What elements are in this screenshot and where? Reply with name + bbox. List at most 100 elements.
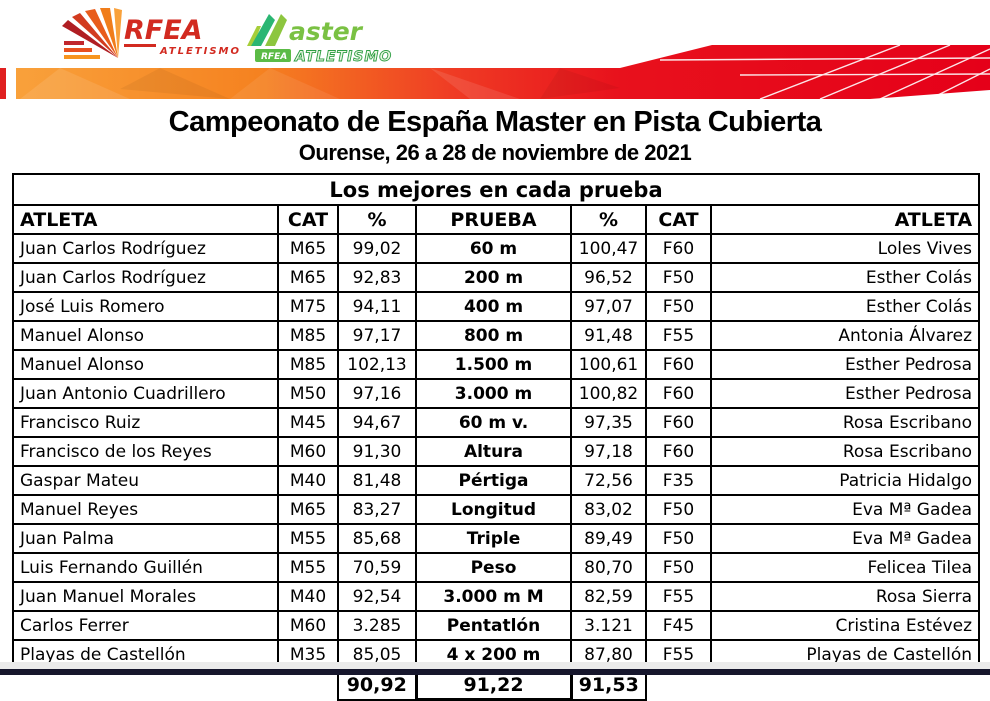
cell-cat-right: F35 — [645, 465, 712, 496]
cell-event: 60 m — [415, 233, 572, 264]
col-header-atleta-right: ATLETA — [709, 204, 981, 235]
col-header-cat-right: CAT — [645, 204, 712, 235]
cell-pct-left: 97,16 — [337, 378, 417, 409]
table-row: Manuel Alonso M85 97,17 800 m 91,48 F55 … — [12, 320, 981, 351]
cell-pct-left: 97,17 — [337, 320, 417, 351]
banner-stripe — [0, 44, 990, 100]
cell-cat-left: M55 — [277, 523, 339, 554]
table-row: Manuel Alonso M85 102,13 1.500 m 100,61 … — [12, 349, 981, 380]
cell-pct-right: 97,18 — [570, 436, 647, 467]
cell-pct-right: 100,82 — [570, 378, 647, 409]
cell-pct-right: 100,61 — [570, 349, 647, 380]
cell-pct-right: 97,07 — [570, 291, 647, 322]
table-row: Francisco Ruiz M45 94,67 60 m v. 97,35 F… — [12, 407, 981, 438]
col-header-atleta-left: ATLETA — [12, 204, 279, 235]
cell-pct-left: 83,27 — [337, 494, 417, 525]
cell-pct-left: 102,13 — [337, 349, 417, 380]
cell-athlete-right: Antonia Álvarez — [709, 320, 981, 351]
table-caption-row: Los mejores en cada prueba — [11, 173, 981, 206]
table-row: José Luis Romero M75 94,11 400 m 97,07 F… — [12, 291, 981, 322]
master-logo-subtext: ATLETISMO — [294, 49, 392, 65]
cell-cat-left: M40 — [277, 581, 339, 612]
master-logo-text: aster — [289, 17, 364, 46]
master-badge-text: RFEA — [261, 52, 287, 62]
cell-athlete-right: Esther Pedrosa — [709, 349, 981, 380]
cell-cat-left: M55 — [277, 552, 339, 583]
cell-pct-left: 99,02 — [337, 233, 417, 264]
cell-pct-right: 100,47 — [570, 233, 647, 264]
cell-athlete-left: Manuel Reyes — [12, 494, 279, 525]
cell-cat-left: M65 — [277, 233, 339, 264]
cell-cat-left: M65 — [277, 494, 339, 525]
cell-cat-right: F50 — [645, 494, 712, 525]
cell-event: 1.500 m — [415, 349, 572, 380]
cell-cat-right: F60 — [645, 407, 712, 438]
col-header-pct-left: % — [337, 204, 417, 235]
table-row: Juan Palma M55 85,68 Triple 89,49 F50 Ev… — [12, 523, 981, 554]
results-table: Los mejores en cada prueba ATLETA CAT % … — [11, 173, 981, 701]
cell-cat-right: F55 — [645, 581, 712, 612]
cell-cat-left: M75 — [277, 291, 339, 322]
table-row: Juan Manuel Morales M40 92,54 3.000 m M … — [12, 581, 981, 612]
cell-pct-left: 70,59 — [337, 552, 417, 583]
table-row: Gaspar Mateu M40 81,48 Pértiga 72,56 F35… — [12, 465, 981, 496]
table-row: Luis Fernando Guillén M55 70,59 Peso 80,… — [12, 552, 981, 583]
cell-event: Altura — [415, 436, 572, 467]
cell-event: Longitud — [415, 494, 572, 525]
cell-cat-left: M65 — [277, 262, 339, 293]
cell-cat-left: M45 — [277, 407, 339, 438]
cell-cat-left: M85 — [277, 349, 339, 380]
cell-athlete-left: Juan Manuel Morales — [12, 581, 279, 612]
cell-pct-right: 82,59 — [570, 581, 647, 612]
cell-cat-right: F60 — [645, 349, 712, 380]
table-header-row: ATLETA CAT % PRUEBA % CAT ATLETA — [12, 204, 981, 235]
cell-event: Triple — [415, 523, 572, 554]
cell-athlete-left: Francisco Ruiz — [12, 407, 279, 438]
cell-cat-left: M60 — [277, 610, 339, 641]
cell-event: 800 m — [415, 320, 572, 351]
cell-pct-right: 96,52 — [570, 262, 647, 293]
table-caption: Los mejores en cada prueba — [11, 173, 981, 206]
table-row: Francisco de los Reyes M60 91,30 Altura … — [12, 436, 981, 467]
rfea-logo: RFEA ATLETISMO — [62, 8, 239, 59]
cell-athlete-right: Esther Colás — [709, 291, 981, 322]
table-row: Manuel Reyes M65 83,27 Longitud 83,02 F5… — [12, 494, 981, 525]
col-header-pct-right: % — [570, 204, 647, 235]
cell-pct-left: 81,48 — [337, 465, 417, 496]
cell-event: Pentatlón — [415, 610, 572, 641]
cell-athlete-right: Esther Colás — [709, 262, 981, 293]
master-logo: aster RFEA ATLETISMO — [247, 14, 392, 65]
cell-pct-right: 72,56 — [570, 465, 647, 496]
cell-cat-left: M50 — [277, 378, 339, 409]
cell-cat-right: F60 — [645, 233, 712, 264]
cell-event: 400 m — [415, 291, 572, 322]
cell-athlete-left: Juan Carlos Rodríguez — [12, 233, 279, 264]
cell-athlete-right: Rosa Escribano — [709, 436, 981, 467]
cell-pct-right: 91,48 — [570, 320, 647, 351]
cell-athlete-right: Eva Mª Gadea — [709, 494, 981, 525]
cell-athlete-left: Manuel Alonso — [12, 349, 279, 380]
master-m-icon — [247, 14, 287, 46]
cell-event: 200 m — [415, 262, 572, 293]
cell-pct-left: 85,68 — [337, 523, 417, 554]
track-lines-icon — [659, 44, 990, 100]
cell-athlete-right: Esther Pedrosa — [709, 378, 981, 409]
cell-event: 60 m v. — [415, 407, 572, 438]
cell-pct-left: 94,67 — [337, 407, 417, 438]
cell-pct-left: 94,11 — [337, 291, 417, 322]
table-row: Carlos Ferrer M60 3.285 Pentatlón 3.121 … — [12, 610, 981, 641]
cell-athlete-left: Luis Fernando Guillén — [12, 552, 279, 583]
cell-athlete-right: Patricia Hidalgo — [709, 465, 981, 496]
col-header-prueba: PRUEBA — [415, 204, 572, 235]
cell-athlete-right: Rosa Sierra — [709, 581, 981, 612]
rfea-logo-text: RFEA — [124, 15, 203, 46]
cell-pct-right: 97,35 — [570, 407, 647, 438]
page-title: Campeonato de España Master en Pista Cub… — [168, 106, 822, 138]
page-root: { "header": { "rfea_logo": { "text": "RF… — [0, 8, 990, 701]
cell-pct-left: 92,83 — [337, 262, 417, 293]
cell-athlete-left: Juan Palma — [12, 523, 279, 554]
cell-athlete-right: Rosa Escribano — [709, 407, 981, 438]
cell-athlete-left: Gaspar Mateu — [12, 465, 279, 496]
bottom-dark-bar — [0, 669, 990, 675]
table-body: Los mejores en cada prueba ATLETA CAT % … — [11, 173, 981, 701]
